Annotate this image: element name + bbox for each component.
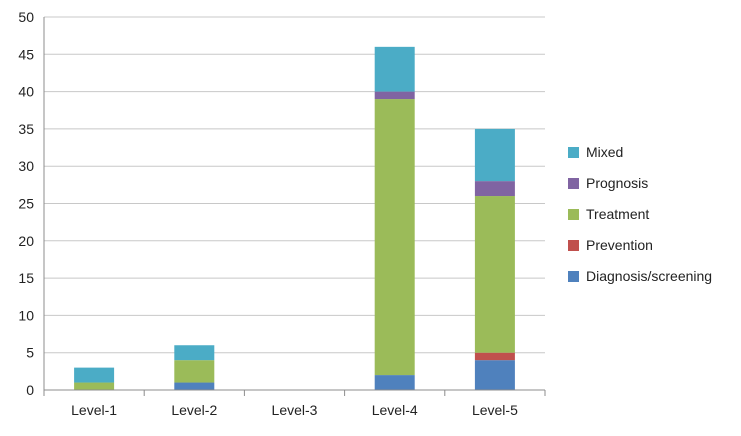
y-tick-label: 35	[18, 121, 34, 137]
y-tick-label: 10	[18, 307, 34, 323]
x-tick-label: Level-5	[472, 402, 518, 418]
y-tick-label: 50	[18, 9, 34, 25]
y-tick-label: 20	[18, 233, 34, 249]
gridlines	[44, 16, 545, 354]
legend-label: Prognosis	[586, 175, 648, 191]
x-tick-label: Level-2	[171, 402, 217, 418]
bar-segment	[374, 46, 415, 92]
y-tick-label: 5	[26, 345, 34, 361]
bar-segment	[474, 128, 515, 182]
y-tick-label: 40	[18, 84, 34, 100]
bar-segment	[474, 196, 515, 353]
bar-segment	[74, 382, 115, 390]
legend: Mixed Prognosis Treatment Prevention Diagnos…	[568, 144, 712, 284]
y-tick-label: 0	[26, 382, 34, 398]
legend-label: Treatment	[586, 206, 649, 222]
bar-segment	[174, 345, 215, 361]
legend-swatch	[568, 271, 579, 282]
legend-swatch	[568, 178, 579, 189]
legend-swatch	[568, 209, 579, 220]
legend-swatch	[568, 240, 579, 251]
x-tick-label: Level-1	[71, 402, 117, 418]
axes: 0 5 10 15 20 25 30 35 40 45 50 Level-1 Level-2 Level-…	[18, 9, 546, 418]
y-tick-label: 30	[18, 158, 34, 174]
bar-segment	[374, 99, 415, 376]
bar-segment	[174, 382, 215, 390]
bar-segment	[474, 352, 515, 361]
bar-segment	[374, 375, 415, 390]
legend-swatch	[568, 147, 579, 158]
y-tick-label: 15	[18, 270, 34, 286]
x-tick-label: Level-3	[272, 402, 318, 418]
y-tick-label: 25	[18, 196, 34, 212]
legend-label: Diagnosis/screening	[586, 268, 712, 284]
bar-segment	[474, 181, 515, 197]
bar-segment	[374, 91, 415, 100]
legend-label: Prevention	[586, 237, 653, 253]
bars	[74, 46, 515, 390]
bar-segment	[474, 360, 515, 390]
bar-segment	[74, 367, 115, 383]
x-tick-label: Level-4	[372, 402, 418, 418]
bar-segment	[174, 360, 215, 383]
y-tick-label: 45	[18, 46, 34, 62]
legend-label: Mixed	[586, 144, 623, 160]
